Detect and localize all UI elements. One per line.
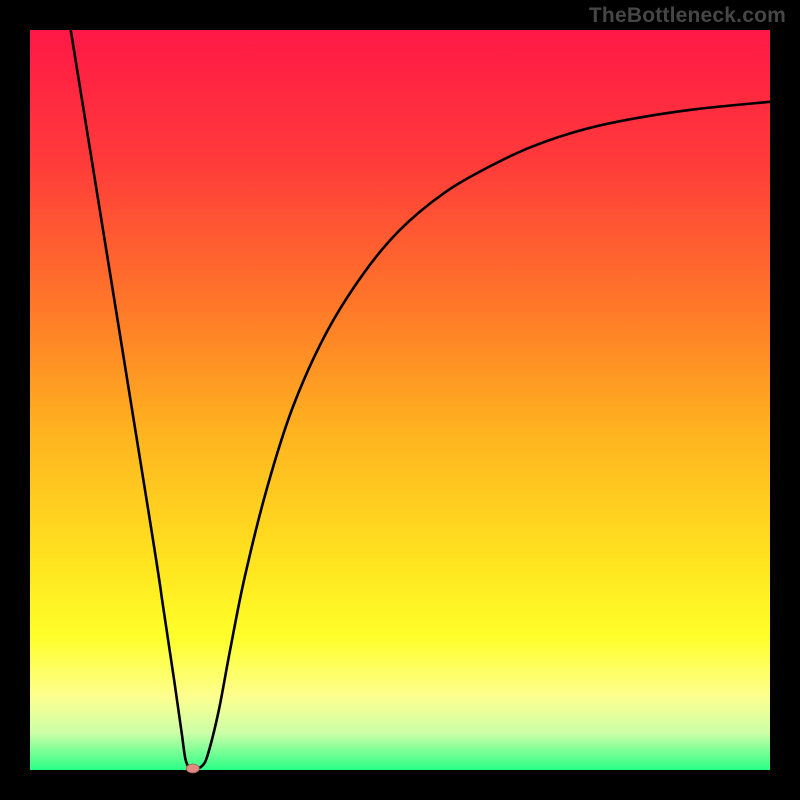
plot-background [30, 30, 770, 770]
optimal-point-marker [186, 764, 199, 773]
bottleneck-chart [0, 0, 800, 800]
chart-frame: TheBottleneck.com [0, 0, 800, 800]
